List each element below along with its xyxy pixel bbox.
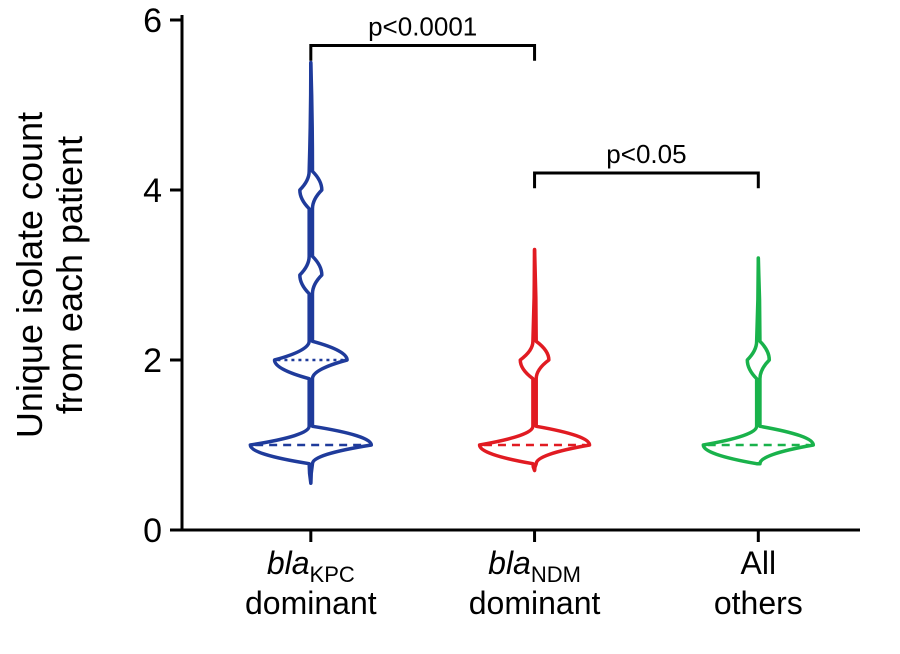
- y-tick-label: 6: [143, 2, 162, 40]
- y-tick-label: 4: [143, 172, 162, 210]
- x-cat-label-line2: dominant: [245, 585, 377, 621]
- x-cat-label-line2: others: [714, 585, 803, 621]
- chart-svg: 0 2 4 6 Unique isolate countfrom each patien…: [0, 0, 900, 654]
- violin-chart: 0 2 4 6 Unique isolate countfrom each patien…: [0, 0, 900, 654]
- x-cat-label-line2: dominant: [469, 585, 601, 621]
- y-axis-title: Unique isolate countfrom each patient: [9, 112, 90, 438]
- x-cat-label: All: [741, 545, 777, 581]
- y-tick-label: 0: [143, 512, 162, 550]
- y-tick-label: 2: [143, 342, 162, 380]
- sig-label-0: p<0.0001: [368, 12, 477, 42]
- sig-label-1: p<0.05: [606, 139, 686, 169]
